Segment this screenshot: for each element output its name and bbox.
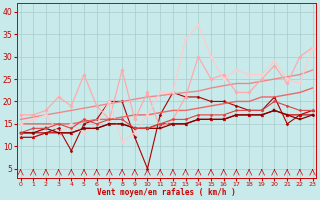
X-axis label: Vent moyen/en rafales ( km/h ): Vent moyen/en rafales ( km/h ) <box>97 188 236 197</box>
